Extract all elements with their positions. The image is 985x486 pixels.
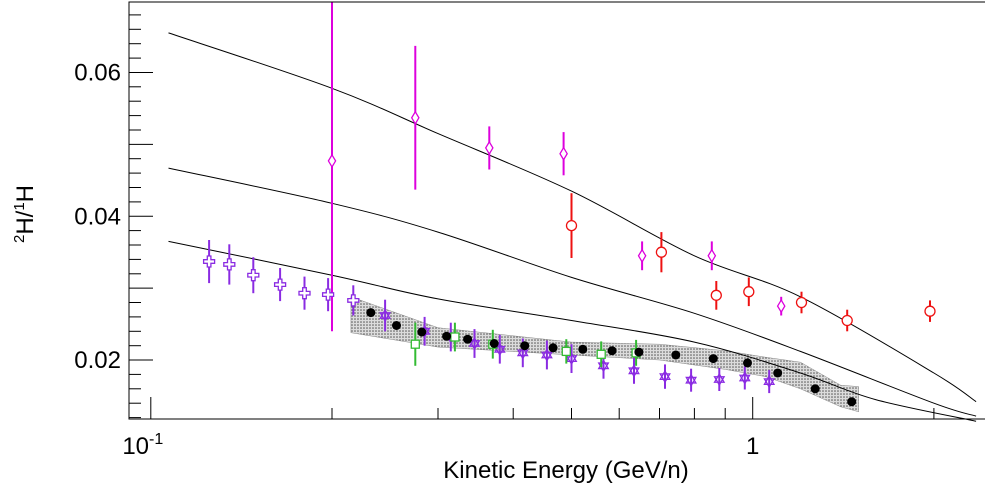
marker-tri-down xyxy=(628,367,640,378)
y-label-pre-sup: 2 xyxy=(11,235,28,243)
marker xyxy=(773,368,783,378)
marker xyxy=(743,286,755,298)
y-tick-label: 0.02 xyxy=(74,347,121,374)
marker xyxy=(841,314,853,327)
marker-tri-down xyxy=(516,349,529,360)
marker-tri-down xyxy=(659,373,671,384)
y-tick-label: 0.04 xyxy=(74,203,121,230)
marker xyxy=(223,258,236,271)
marker-tri-up xyxy=(379,308,392,319)
marker xyxy=(247,269,260,282)
marker xyxy=(634,347,644,357)
marker xyxy=(565,219,578,232)
y-axis-label: 2H/1H xyxy=(11,185,39,243)
marker xyxy=(743,358,752,368)
series-cross-open xyxy=(202,240,360,316)
marker-tri-down xyxy=(685,376,698,387)
x-axis-label: Kinetic Energy (GeV/n) xyxy=(443,457,688,484)
series-circle-filled xyxy=(366,308,857,407)
y-tick-label: 0.06 xyxy=(74,60,121,87)
y-label-mid-sup: 1 xyxy=(11,202,28,210)
marker xyxy=(327,153,337,169)
marker xyxy=(298,287,311,300)
marker xyxy=(392,321,401,330)
marker-tri-down xyxy=(738,374,751,385)
marker-tri-up xyxy=(659,369,671,381)
marker-tri-up xyxy=(628,364,640,375)
marker xyxy=(707,248,717,264)
marker-tri-up xyxy=(468,336,481,347)
marker xyxy=(410,339,420,349)
marker-tri-up xyxy=(763,374,776,386)
y-label-b: H xyxy=(12,185,39,202)
marker xyxy=(671,350,681,360)
marker xyxy=(561,346,571,357)
marker-tri-up xyxy=(685,373,698,384)
marker-tri-down xyxy=(493,345,506,357)
marker xyxy=(607,346,617,356)
marker-tri-up xyxy=(540,348,553,359)
marker xyxy=(795,296,808,309)
series-diamond-open xyxy=(327,2,786,332)
y-label-a: H/ xyxy=(12,210,39,234)
marker-tri-up xyxy=(713,372,726,383)
marker xyxy=(924,305,936,317)
marker xyxy=(520,341,530,351)
tick-labels: 0.02 0.04 0.06 10-1 1 xyxy=(74,60,759,461)
x-tick-base: 1 xyxy=(746,433,759,460)
marker xyxy=(637,248,647,264)
marker-tri-down xyxy=(763,378,776,389)
x-tick-label: 10-1 xyxy=(122,431,163,460)
marker xyxy=(655,246,668,258)
marker xyxy=(321,288,335,301)
marker-tri-up xyxy=(516,346,529,357)
marker xyxy=(366,308,376,318)
plot-frame xyxy=(128,1,985,420)
marker xyxy=(442,331,452,341)
marker xyxy=(484,140,494,156)
x-tick-exponent: -1 xyxy=(149,431,163,448)
marker-tri-down xyxy=(565,355,578,366)
data-points xyxy=(202,2,936,407)
marker xyxy=(708,354,718,364)
marker xyxy=(596,349,606,359)
x-tick-base: 10 xyxy=(122,433,149,460)
marker xyxy=(202,255,216,268)
x-tick-label: 1 xyxy=(746,433,759,460)
marker xyxy=(847,397,857,407)
marker xyxy=(450,332,460,342)
marker-tri-up xyxy=(565,351,578,363)
axis-ticks xyxy=(129,14,935,419)
marker xyxy=(417,327,427,337)
marker xyxy=(810,384,820,394)
marker xyxy=(273,278,287,291)
marker xyxy=(710,289,722,301)
marker-tri-up xyxy=(738,371,751,382)
marker-tri-down xyxy=(468,340,481,351)
marker xyxy=(347,294,360,307)
marker xyxy=(410,110,420,126)
marker xyxy=(463,334,473,344)
marker xyxy=(578,344,588,354)
marker xyxy=(489,339,499,348)
series-circle-open xyxy=(565,193,936,332)
marker xyxy=(776,298,786,314)
marker xyxy=(559,146,568,161)
marker-tri-down xyxy=(713,376,726,387)
marker-tri-down xyxy=(379,312,392,323)
marker-tri-down xyxy=(540,351,553,362)
marker xyxy=(548,343,558,353)
